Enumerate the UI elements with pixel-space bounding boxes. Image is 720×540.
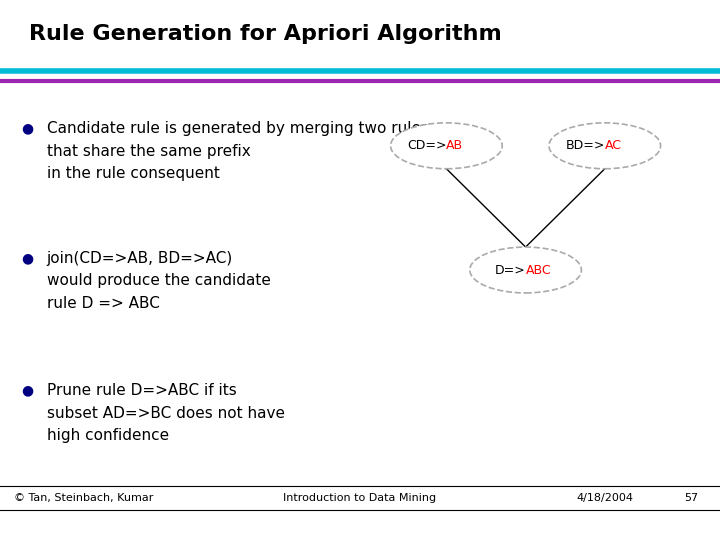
Ellipse shape bbox=[549, 123, 660, 168]
Text: © Tan, Steinbach, Kumar: © Tan, Steinbach, Kumar bbox=[14, 493, 154, 503]
Text: Rule Generation for Apriori Algorithm: Rule Generation for Apriori Algorithm bbox=[29, 24, 502, 44]
Ellipse shape bbox=[390, 123, 503, 168]
Text: D=>: D=> bbox=[495, 264, 526, 276]
Text: Prune rule D=>ABC if its
subset AD=>BC does not have
high confidence: Prune rule D=>ABC if its subset AD=>BC d… bbox=[47, 383, 285, 443]
Text: 4/18/2004: 4/18/2004 bbox=[576, 493, 633, 503]
Ellipse shape bbox=[469, 247, 582, 293]
Text: AB: AB bbox=[446, 139, 464, 152]
Text: Candidate rule is generated by merging two rules
that share the same prefix
in t: Candidate rule is generated by merging t… bbox=[47, 122, 429, 181]
Text: CD=>: CD=> bbox=[407, 139, 446, 152]
Text: ●: ● bbox=[22, 122, 34, 136]
Text: Introduction to Data Mining: Introduction to Data Mining bbox=[284, 493, 436, 503]
Text: BD=>: BD=> bbox=[565, 139, 605, 152]
Text: 57: 57 bbox=[684, 493, 698, 503]
Text: ABC: ABC bbox=[526, 264, 552, 276]
Text: ●: ● bbox=[22, 251, 34, 265]
Text: join(CD=>AB, BD=>AC)
would produce the candidate
rule D => ABC: join(CD=>AB, BD=>AC) would produce the c… bbox=[47, 251, 271, 310]
Text: AC: AC bbox=[605, 139, 622, 152]
Text: ●: ● bbox=[22, 383, 34, 397]
